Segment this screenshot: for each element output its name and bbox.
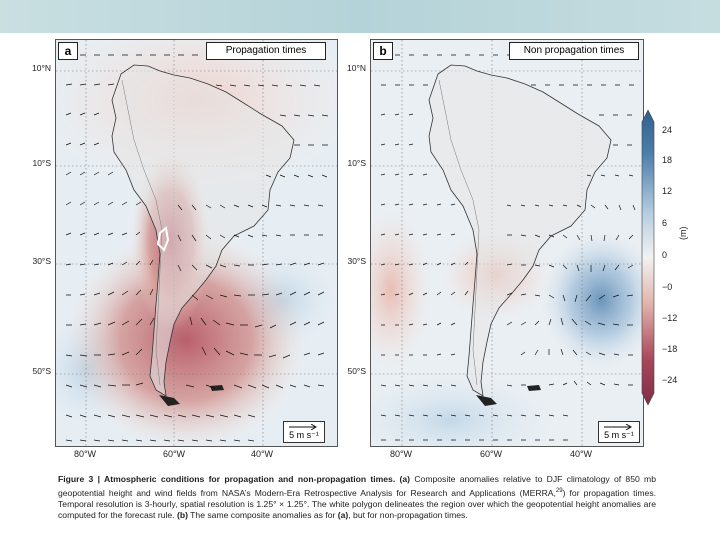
panel-b-lon-40w: 40°W [569,449,593,459]
forecast-region-polygon [156,226,170,252]
falkland-islands-b [527,385,541,391]
caption-text-1: Composite anomalies relative to DJF clim… [58,474,656,498]
figure-caption: Figure 3 | Atmospheric conditions for pr… [58,474,656,522]
caption-title: Figure 3 | Atmospheric conditions for pr… [58,474,396,484]
panel-b-lat-10n: 10°N [347,63,366,73]
panel-a-title: Propagation times [206,42,326,60]
panel-a-lon-80w: 80°W [73,449,97,459]
panel-b-lat-30s: 30°S [347,256,366,266]
caption-a-ref: (a) [337,510,349,521]
falkland-islands [210,385,224,391]
positive-anomaly-pacific [371,210,431,370]
caption-b-label: (b) [176,510,188,521]
colorbar-tick-6: 6 [662,218,668,228]
panel-a-lat-30s: 30°S [32,256,51,266]
andes-relief-b [438,79,480,386]
caption-text-2: ) for propagation times. Temporal resolu… [58,487,656,521]
caption-text-3: The same composite anomalies as for [187,510,338,521]
map-b-svg [371,40,643,446]
negative-anomaly-south [371,370,561,446]
height-anomaly-low [66,230,306,446]
colorbar-unit: (m) [678,226,688,241]
colorbar-tick-0: 0 [662,250,668,260]
colorbar-tick-neg18: −18 [662,344,678,354]
tierra-del-fuego-b [476,395,497,406]
caption-reference: 29 [555,487,563,494]
colorbar-tick-neg24: −24 [662,375,678,385]
panel-b-lon-60w: 60°W [479,449,503,459]
panel-a-scale-key: 5 m s⁻¹ [283,421,325,443]
negative-anomaly-atlantic [541,230,643,370]
caption-a-label: (a) [399,474,411,484]
panel-b-lat-50s: 50°S [347,366,366,376]
colorbar-body [641,110,655,405]
andes-relief [121,79,163,386]
map-panel-a: a Propagation times 5 m s⁻¹ [55,39,338,447]
panel-b-label: b [373,42,393,60]
colorbar-tick-neg12: −12 [662,313,678,323]
panel-b-scale-key: 5 m s⁻¹ [598,421,640,443]
panel-b-lon-80w: 80°W [389,449,413,459]
panel-a-scale-label: 5 m s⁻¹ [289,430,319,440]
south-america-landmass [111,64,295,397]
panel-b-scale-label: 5 m s⁻¹ [604,430,634,440]
caption-text-4: , but for non-propagation times. [348,510,468,521]
map-panel-b: b Non propagation times 5 m s⁻¹ [370,39,644,447]
panel-a-lat-10n: 10°N [32,63,51,73]
slide-background-band [0,0,720,33]
map-a-svg [56,40,337,446]
wind-vectors-b [380,54,636,441]
colorbar [641,110,655,405]
panel-a-lon-60w: 60°W [162,449,186,459]
colorbar-tick-12: 12 [662,186,673,196]
panel-b-lat-10s: 10°S [347,158,366,168]
panel-a-lat-50s: 50°S [32,366,51,376]
colorbar-tick-18: 18 [662,155,673,165]
colorbar-tick-24: 24 [662,125,673,135]
tierra-del-fuego [159,395,180,406]
panel-a-lat-10s: 10°S [32,158,51,168]
panel-a-label: a [58,42,78,60]
panel-b-title: Non propagation times [509,42,639,60]
south-america-landmass-b [428,64,612,397]
panel-a-lon-40w: 40°W [250,449,274,459]
colorbar-tick-neg0: −0 [662,282,673,292]
